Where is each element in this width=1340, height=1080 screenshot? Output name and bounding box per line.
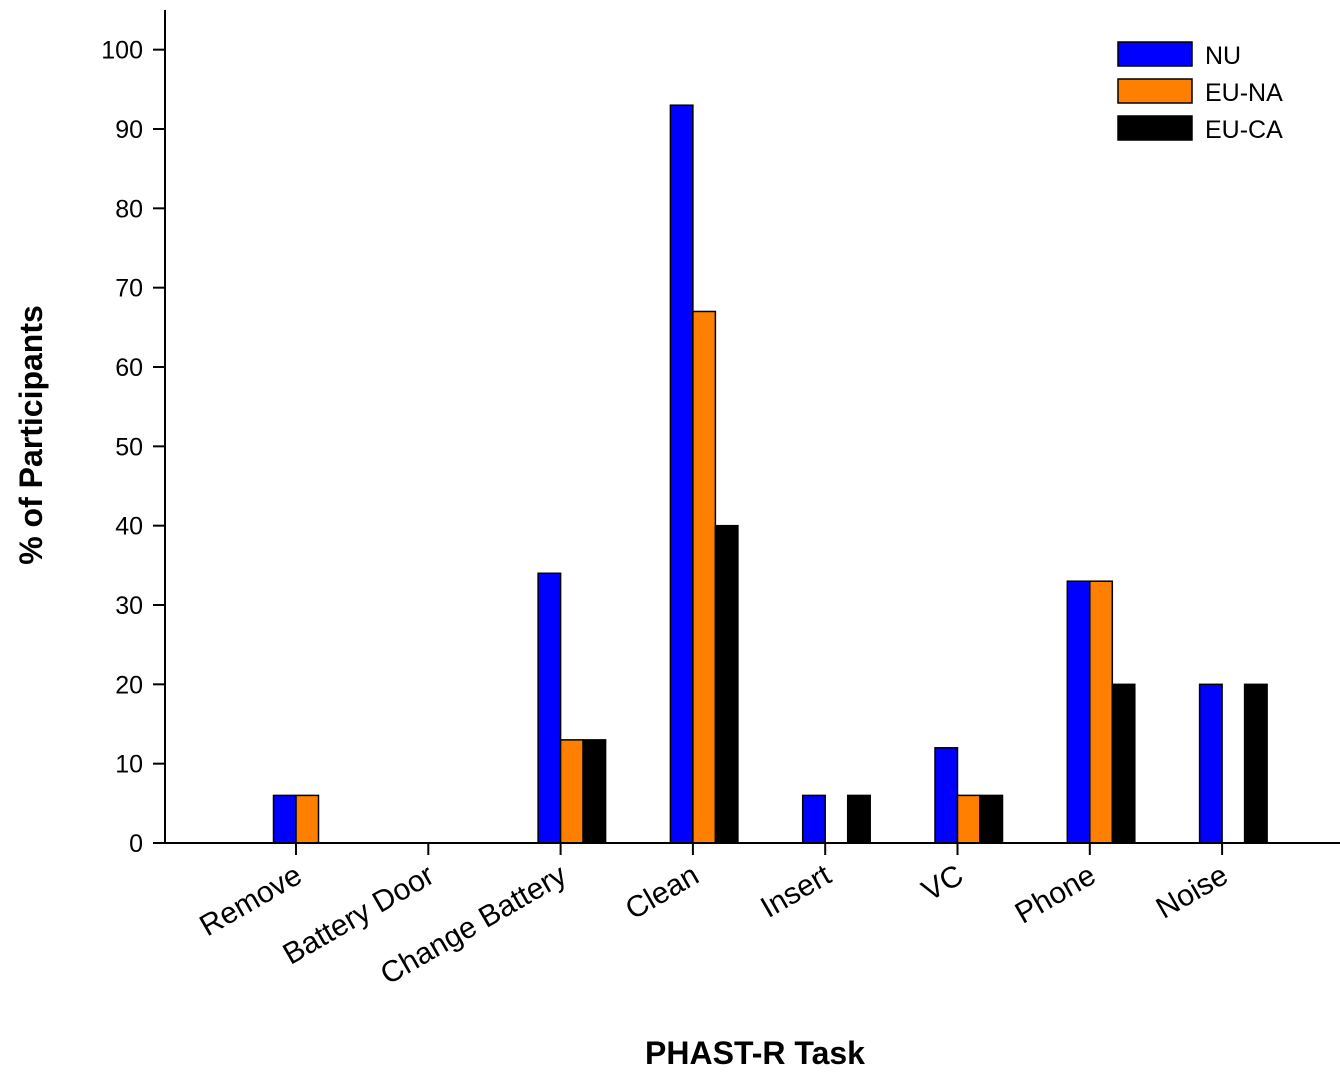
bar-nu-vc	[934, 747, 959, 844]
x-tick-label-vc: VC	[916, 858, 969, 907]
legend-swatch-eu-na	[1117, 78, 1193, 104]
bar-eu-na-vc	[956, 794, 981, 844]
y-tick-label-30: 30	[115, 592, 143, 620]
bar-eu-ca-change-battery	[582, 739, 607, 844]
bar-eu-na-change-battery	[559, 739, 584, 844]
bar-eu-ca-noise	[1243, 683, 1268, 844]
bar-nu-remove	[272, 794, 297, 844]
y-tick-label-70: 70	[115, 275, 143, 303]
y-tick-label-100: 100	[101, 37, 143, 65]
bar-nu-clean	[669, 104, 694, 844]
bar-eu-ca-clean	[714, 524, 739, 844]
legend-label-eu-na: EU-NA	[1205, 79, 1283, 107]
x-tick-label-insert: Insert	[755, 858, 837, 924]
bar-eu-na-phone	[1089, 580, 1114, 844]
bar-eu-ca-phone	[1111, 683, 1136, 844]
legend: NU EU-NA EU-CA	[1117, 41, 1283, 144]
legend-swatch-nu	[1117, 41, 1193, 67]
y-tick-label-20: 20	[115, 671, 143, 699]
x-tick-label-clean: Clean	[620, 858, 704, 926]
y-axis-title: % of Participants	[13, 305, 49, 565]
y-tick-label-40: 40	[115, 513, 143, 541]
x-axis-title: PHAST-R Task	[645, 1035, 865, 1071]
y-tick-label-50: 50	[115, 433, 143, 461]
bar-nu-phone	[1066, 580, 1091, 844]
bar-eu-ca-vc	[979, 794, 1004, 844]
bars-layer	[272, 104, 1268, 844]
y-tick-label-60: 60	[115, 354, 143, 382]
y-tick-label-0: 0	[129, 830, 143, 858]
x-tick-label-remove: Remove	[194, 858, 307, 942]
legend-label-nu: NU	[1205, 42, 1241, 70]
bar-nu-change-battery	[537, 572, 562, 844]
legend-swatch-eu-ca	[1117, 115, 1193, 141]
bar-eu-na-clean	[692, 310, 717, 844]
y-tick-label-80: 80	[115, 195, 143, 223]
bar-eu-ca-insert	[846, 794, 871, 844]
x-tick-label-noise: Noise	[1151, 858, 1234, 925]
y-tick-label-90: 90	[115, 116, 143, 144]
bar-nu-insert	[801, 794, 826, 844]
y-tick-label-10: 10	[115, 751, 143, 779]
bar-nu-noise	[1198, 683, 1223, 844]
x-tick-label-phone: Phone	[1010, 858, 1102, 930]
bar-eu-na-remove	[295, 794, 320, 844]
legend-label-eu-ca: EU-CA	[1205, 116, 1283, 144]
